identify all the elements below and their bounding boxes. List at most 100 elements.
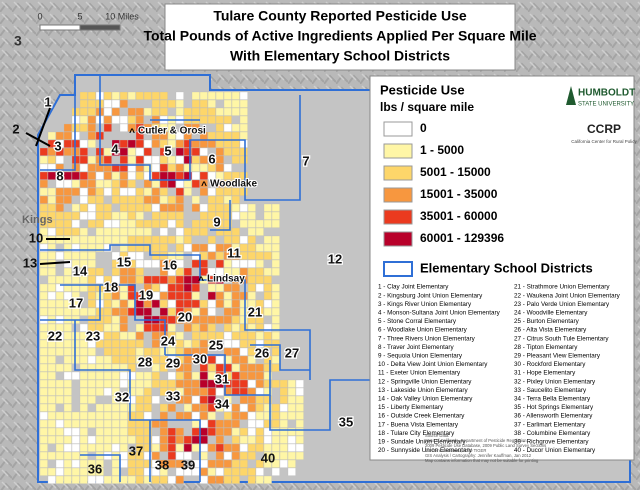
cell (255, 459, 264, 468)
cell (55, 307, 64, 316)
cell (79, 139, 88, 148)
cell (135, 227, 144, 236)
cell (247, 427, 256, 436)
cell (119, 283, 128, 292)
cell (135, 115, 144, 124)
district-number: 20 (178, 309, 192, 324)
cell (111, 267, 120, 276)
cell (255, 243, 264, 252)
cell (183, 379, 192, 388)
cell (231, 235, 240, 244)
cell (39, 403, 48, 412)
cell (215, 435, 224, 444)
cell (111, 371, 120, 380)
cell (247, 315, 256, 324)
cell (39, 267, 48, 276)
cell (255, 283, 264, 292)
cell (263, 299, 272, 308)
cell (87, 387, 96, 396)
cell (119, 419, 128, 428)
cell (127, 475, 136, 484)
cell (63, 323, 72, 332)
cell (247, 331, 256, 340)
cell (47, 331, 56, 340)
cell (55, 195, 64, 204)
cell (167, 155, 176, 164)
cell (183, 403, 192, 412)
cell (87, 123, 96, 132)
cell (87, 435, 96, 444)
cell (151, 195, 160, 204)
district-number: 17 (69, 295, 83, 310)
cell (103, 339, 112, 348)
cell (135, 139, 144, 148)
cell (135, 379, 144, 388)
cell (159, 435, 168, 444)
cell (247, 267, 256, 276)
cell (287, 443, 296, 452)
cell (71, 251, 80, 260)
cell (151, 371, 160, 380)
cell (199, 171, 208, 180)
cell (207, 323, 216, 332)
cell (135, 171, 144, 180)
cell (79, 107, 88, 116)
cell (103, 323, 112, 332)
cell (239, 155, 248, 164)
cell (239, 187, 248, 196)
cell (47, 251, 56, 260)
cell (167, 427, 176, 436)
cell (71, 411, 80, 420)
cell (191, 379, 200, 388)
cell (143, 243, 152, 252)
cell (271, 259, 280, 268)
cell (167, 291, 176, 300)
cell (103, 419, 112, 428)
cell (239, 443, 248, 452)
cell (199, 419, 208, 428)
cell (231, 435, 240, 444)
cell (143, 259, 152, 268)
cell (207, 331, 216, 340)
cell (159, 123, 168, 132)
cell (167, 371, 176, 380)
cell (119, 179, 128, 188)
cell (167, 203, 176, 212)
cell (87, 187, 96, 196)
cell (223, 187, 232, 196)
cell (111, 275, 120, 284)
cell (63, 291, 72, 300)
cell (63, 307, 72, 316)
cell (127, 403, 136, 412)
cell (271, 331, 280, 340)
cell (183, 395, 192, 404)
cell (103, 403, 112, 412)
district-number: 6 (208, 151, 215, 166)
cell (87, 411, 96, 420)
cell (287, 403, 296, 412)
cell (239, 203, 248, 212)
cell (79, 371, 88, 380)
cell (231, 467, 240, 476)
cell (111, 403, 120, 412)
cell (207, 315, 216, 324)
cell (175, 147, 184, 156)
cell (47, 275, 56, 284)
cell (183, 107, 192, 116)
cell (143, 219, 152, 228)
cell (191, 139, 200, 148)
cell (263, 323, 272, 332)
district-name: 17 - Buena Vista Elementary (378, 421, 459, 428)
cell (151, 107, 160, 116)
cell (231, 355, 240, 364)
cell (79, 443, 88, 452)
cell (199, 395, 208, 404)
cell (223, 171, 232, 180)
cell (159, 211, 168, 220)
cell (63, 187, 72, 196)
cell (87, 163, 96, 172)
cell (127, 155, 136, 164)
cell (191, 195, 200, 204)
cell (223, 347, 232, 356)
cell (119, 251, 128, 260)
